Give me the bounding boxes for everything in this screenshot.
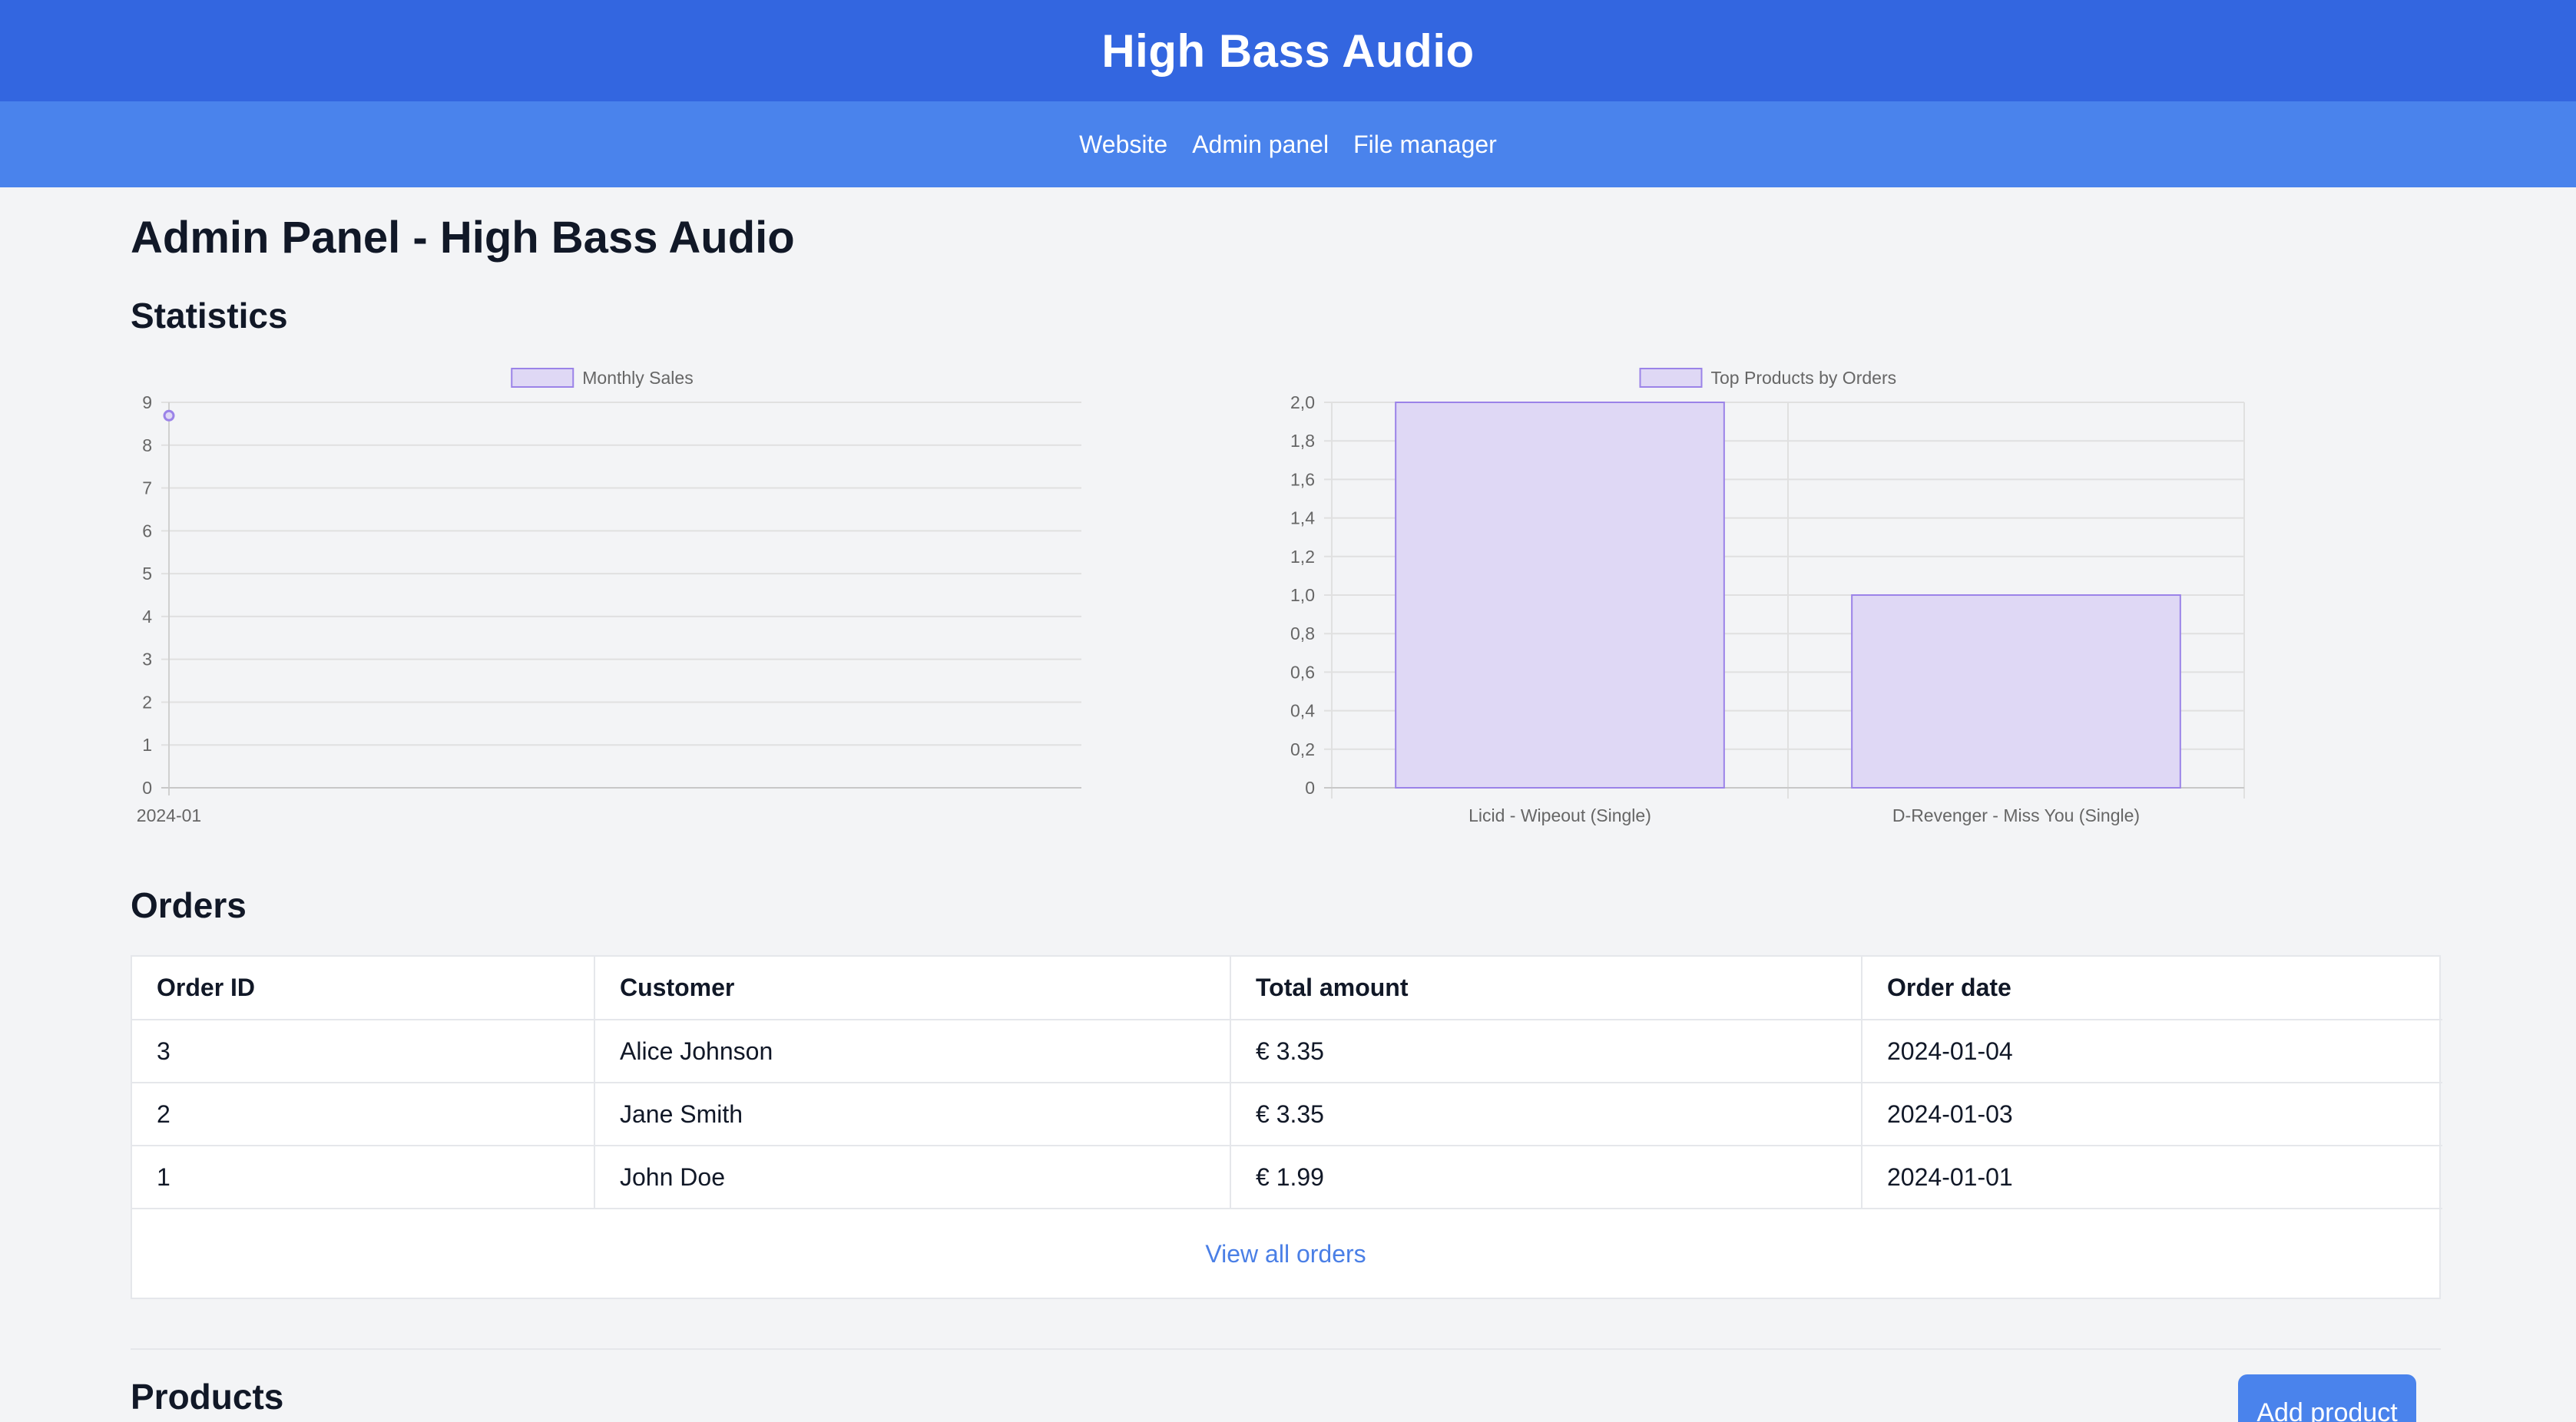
y-tick-label: 1,8 bbox=[1290, 431, 1315, 451]
nav-admin-panel-link[interactable]: Admin panel bbox=[1192, 130, 1329, 158]
main-nav: Website Admin panel File manager bbox=[0, 101, 2576, 187]
table-row: 3 Alice Johnson € 3.35 2024-01-04 bbox=[132, 1020, 2442, 1083]
products-heading: Products bbox=[131, 1377, 284, 1417]
y-tick-label: 0,6 bbox=[1290, 662, 1315, 682]
x-axis-ticks: Licid - Wipeout (Single) D-Revenger - Mis… bbox=[1468, 805, 2140, 825]
site-title: High Bass Audio bbox=[1101, 25, 1475, 77]
total-amount-cell: € 1.99 bbox=[1230, 1146, 1862, 1209]
table-row: 1 John Doe € 1.99 2024-01-01 bbox=[132, 1146, 2442, 1209]
y-tick-label: 2 bbox=[142, 692, 152, 712]
order-date-cell: 2024-01-03 bbox=[1862, 1083, 2442, 1146]
y-tick-label: 0,8 bbox=[1290, 623, 1315, 643]
y-tick-label: 0 bbox=[1305, 778, 1315, 798]
y-tick-label: 0 bbox=[142, 778, 152, 798]
y-tick-label: 0,4 bbox=[1290, 701, 1315, 721]
y-tick-label: 0,2 bbox=[1290, 739, 1315, 759]
table-row: 2 Jane Smith € 3.35 2024-01-03 bbox=[132, 1083, 2442, 1146]
y-tick-label: 2,0 bbox=[1290, 392, 1315, 412]
data-point bbox=[163, 409, 175, 422]
y-axis-ticks: 0 0,2 0,4 0,6 0,8 1,0 1,2 1,4 1,6 1,8 2,0 bbox=[1290, 392, 1315, 798]
customer-cell: John Doe bbox=[594, 1146, 1231, 1209]
total-amount-cell: € 3.35 bbox=[1230, 1020, 1862, 1083]
chart-legend: Monthly Sales bbox=[511, 368, 694, 388]
y-tick-label: 1 bbox=[142, 735, 152, 755]
customer-cell: Alice Johnson bbox=[594, 1020, 1231, 1083]
order-id-cell: 3 bbox=[132, 1020, 595, 1083]
y-tick-label: 1,2 bbox=[1290, 547, 1315, 567]
y-axis-ticks: 0 1 2 3 4 5 6 7 8 9 bbox=[142, 392, 152, 798]
total-amount-cell: € 3.35 bbox=[1230, 1083, 1862, 1146]
column-header-customer: Customer bbox=[594, 957, 1231, 1020]
section-divider bbox=[131, 1348, 2441, 1350]
order-id-cell: 2 bbox=[132, 1083, 595, 1146]
y-tick-label: 1,0 bbox=[1290, 585, 1315, 605]
bar-series bbox=[1395, 402, 2181, 789]
add-product-button[interactable]: Add product bbox=[2238, 1374, 2416, 1422]
column-header-order-id: Order ID bbox=[132, 957, 595, 1020]
table-header-row: Order ID Customer Total amount Order dat… bbox=[132, 957, 2442, 1020]
view-all-orders-row: View all orders bbox=[132, 1209, 2439, 1298]
y-tick-label: 1,4 bbox=[1290, 508, 1315, 528]
y-tick-label: 5 bbox=[142, 564, 152, 584]
orders-heading: Orders bbox=[131, 885, 247, 925]
legend-swatch bbox=[511, 368, 574, 388]
legend-swatch bbox=[1639, 368, 1703, 388]
x-tick-label: D-Revenger - Miss You (Single) bbox=[1892, 805, 2140, 825]
line-series bbox=[163, 409, 175, 422]
y-tick-label: 9 bbox=[142, 392, 152, 412]
site-header: High Bass Audio bbox=[0, 0, 2576, 101]
legend-label: Monthly Sales bbox=[582, 368, 693, 388]
y-tick-label: 4 bbox=[142, 607, 152, 627]
chart-grid bbox=[161, 402, 1081, 795]
view-all-orders-link[interactable]: View all orders bbox=[1205, 1239, 1366, 1268]
nav-file-manager-link[interactable]: File manager bbox=[1353, 130, 1497, 158]
column-header-order-date: Order date bbox=[1862, 957, 2442, 1020]
order-date-cell: 2024-01-01 bbox=[1862, 1146, 2442, 1209]
order-id-cell: 1 bbox=[132, 1146, 595, 1209]
y-tick-label: 8 bbox=[142, 435, 152, 455]
nav-website-link[interactable]: Website bbox=[1079, 130, 1168, 158]
bar bbox=[1395, 402, 1725, 789]
monthly-sales-chart: Monthly Sales 0 1 2 3 4 5 6 7 8 9 2024-01 bbox=[137, 368, 1081, 825]
top-products-chart: Top Products by Orders 0 0,2 0,4 0,6 0,8 1,0 1… bbox=[1290, 368, 2245, 825]
x-tick-label: Licid - Wipeout (Single) bbox=[1468, 805, 1651, 825]
column-header-total-amount: Total amount bbox=[1230, 957, 1862, 1020]
y-tick-label: 6 bbox=[142, 521, 152, 541]
chart-legend: Top Products by Orders bbox=[1639, 368, 1897, 388]
orders-table: Order ID Customer Total amount Order dat… bbox=[131, 955, 2442, 1299]
x-tick-label: 2024-01 bbox=[137, 805, 201, 825]
customer-cell: Jane Smith bbox=[594, 1083, 1231, 1146]
legend-label: Top Products by Orders bbox=[1711, 368, 1897, 388]
y-tick-label: 3 bbox=[142, 650, 152, 670]
order-date-cell: 2024-01-04 bbox=[1862, 1020, 2442, 1083]
y-tick-label: 1,6 bbox=[1290, 469, 1315, 489]
statistics-heading: Statistics bbox=[131, 296, 288, 336]
page-title: Admin Panel - High Bass Audio bbox=[131, 213, 795, 263]
bar bbox=[1851, 594, 2181, 789]
x-axis-ticks: 2024-01 bbox=[137, 805, 201, 825]
y-tick-label: 7 bbox=[142, 478, 152, 498]
